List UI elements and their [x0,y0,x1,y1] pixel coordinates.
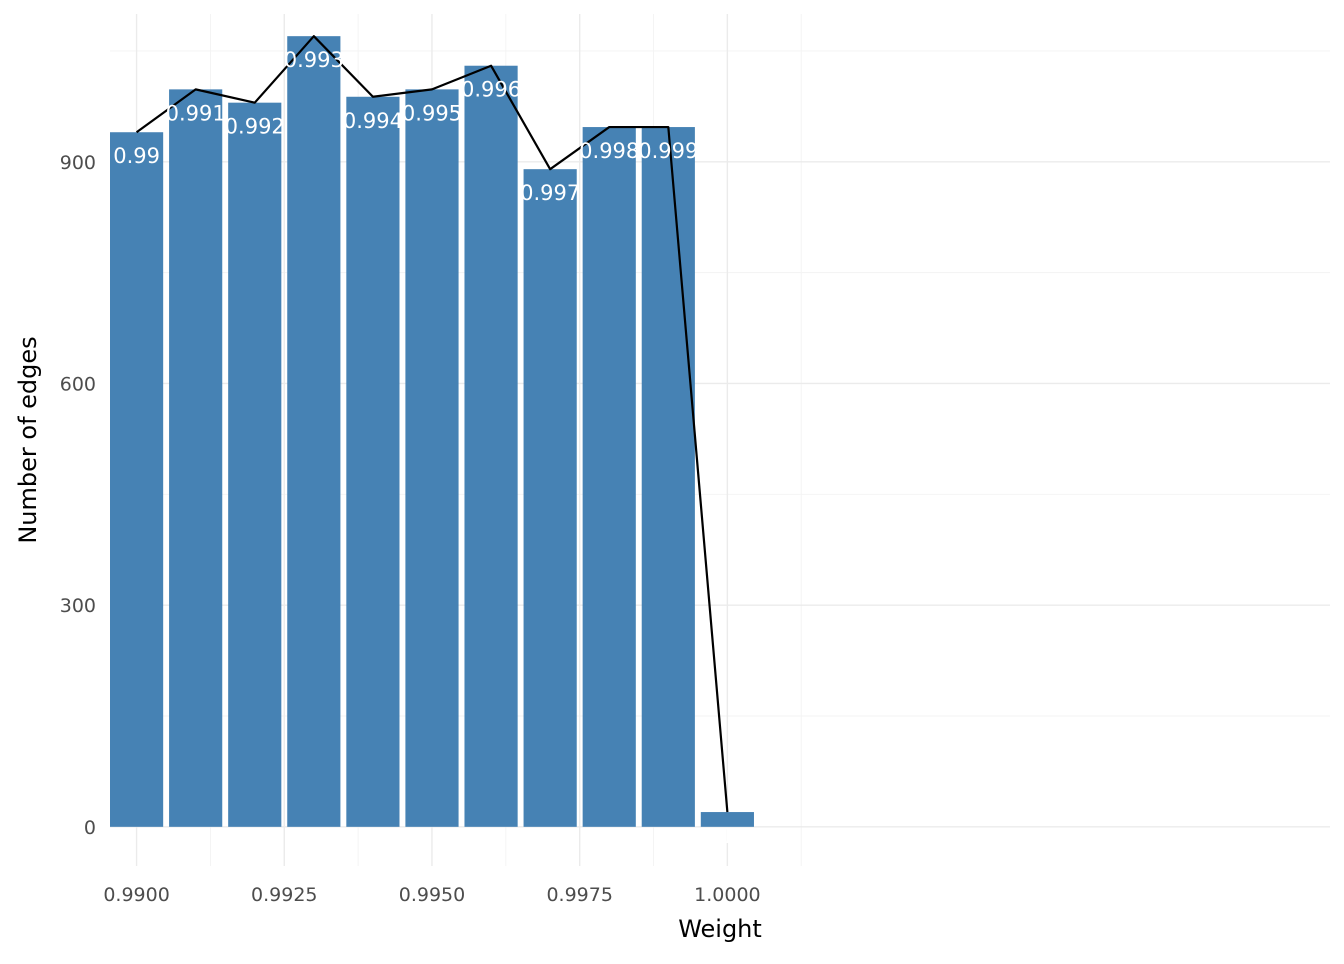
x-tick-label: 0.9925 [251,884,317,906]
bar [523,169,577,827]
bar [464,65,518,827]
y-axis-ticks: 0 300 600 900 [60,152,96,839]
bar-value-label: 1 [721,824,734,848]
bar-value-label: 0.995 [402,101,462,125]
bar-value-label: 0.998 [579,139,639,163]
y-tick-label: 600 [60,373,96,395]
bar-value-label: 0.999 [638,139,698,163]
trend-line-group [135,35,729,813]
y-tick-label: 300 [60,595,96,617]
x-tick-label: 0.9900 [103,884,169,906]
bar [287,36,341,827]
x-axis-title: Weight [678,915,762,943]
x-tick-label: 1.0000 [694,884,760,906]
bar [346,96,400,827]
bar [169,89,223,827]
bar-value-label: 0.996 [461,78,521,102]
bar [641,127,695,827]
bar-value-label: 0.99 [113,144,160,168]
y-axis-title: Number of edges [14,336,42,543]
bar [228,102,282,827]
x-tick-label: 0.9975 [546,884,612,906]
y-tick-label: 0 [84,817,96,839]
bar-value-label: 0.993 [284,48,344,72]
bar [582,127,636,827]
x-tick-label: 0.9950 [399,884,465,906]
y-tick-label: 900 [60,152,96,174]
bar [110,132,164,827]
x-axis-ticks: 0.9900 0.9925 0.9950 0.9975 1.0000 [103,884,760,906]
trend-line [135,35,729,813]
bar [405,89,459,827]
bar [700,812,754,827]
bar-value-label: 0.991 [166,101,226,125]
bar-value-label: 0.992 [225,115,285,139]
bars [110,36,754,827]
bar-value-label: 0.997 [520,181,580,205]
bar-value-label: 0.994 [343,109,403,133]
